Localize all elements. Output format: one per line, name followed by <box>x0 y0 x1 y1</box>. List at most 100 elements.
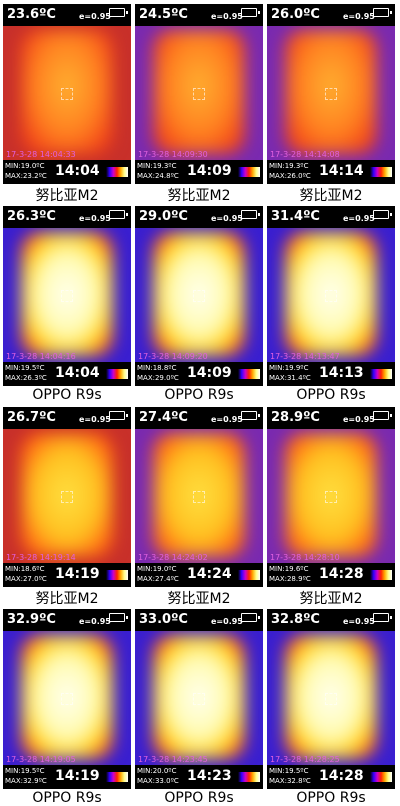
min-temperature: MIN:19.5ºC <box>269 766 309 775</box>
header-bar: 31.4ºC e=0.95 <box>267 205 395 228</box>
battery-icon <box>373 411 392 420</box>
clock-time: 14:28 <box>319 767 364 784</box>
max-temperature: MAX:23.2ºC <box>5 172 47 180</box>
battery-icon <box>241 411 260 420</box>
footer-bar: MIN:18.6ºC MAX:27.0ºC 14:19 <box>3 563 131 587</box>
header-bar: 23.6ºC e=0.95 <box>3 4 131 26</box>
emissivity: e=0.95 <box>343 616 375 626</box>
clock-time: 14:19 <box>55 566 100 582</box>
battery-icon <box>241 612 260 622</box>
thermal-panel: 23.6ºC e=0.95 17-3-28 14:04:33 MIN:19.0ºC MA… <box>3 4 131 184</box>
caption: OPPO R9s <box>32 789 102 806</box>
crosshair <box>61 491 73 503</box>
caption: OPPO R9s <box>164 789 234 806</box>
thermal-panel: 33.0ºC e=0.95 17-3-28 14:23:45 MIN:20.0ºC MA… <box>135 608 263 789</box>
timestamp: 17-3-28 14:19:14 <box>6 553 76 562</box>
color-scale <box>106 167 128 177</box>
emissivity: e=0.95 <box>211 415 243 424</box>
min-temperature: MIN:19.3ºC <box>137 162 177 170</box>
center-temperature: 33.0ºC <box>139 611 188 627</box>
min-temperature: MIN:20.0ºC <box>137 766 177 775</box>
footer-bar: MIN:19.3ºC MAX:24.8ºC 14:09 <box>135 160 263 184</box>
header-bar: 24.5ºC e=0.95 <box>135 4 263 26</box>
thermal-image: 17-3-28 14:19:14 <box>3 429 131 563</box>
emissivity: e=0.95 <box>211 12 243 21</box>
thermal-panel: 29.0ºC e=0.95 17-3-28 14:09:20 MIN:18.8ºC MA… <box>135 205 263 386</box>
header-bar: 29.0ºC e=0.95 <box>135 205 263 228</box>
center-temperature: 31.4ºC <box>271 208 320 224</box>
thermal-image: 17-3-28 14:09:20 <box>135 227 263 362</box>
footer-bar: MIN:19.0ºC MAX:23.2ºC 14:04 <box>3 160 131 184</box>
min-temperature: MIN:19.5ºC <box>5 766 45 775</box>
footer-bar: MIN:19.5ºC MAX:26.3ºC 14:04 <box>3 361 131 386</box>
timestamp: 17-3-28 14:09:30 <box>138 150 208 159</box>
heat-blob <box>153 433 245 557</box>
battery-icon <box>109 209 128 219</box>
footer-bar: MIN:19.0ºC MAX:27.4ºC 14:24 <box>135 563 263 587</box>
header-bar: 27.4ºC e=0.95 <box>135 407 263 429</box>
caption: OPPO R9s <box>296 386 366 403</box>
timestamp: 17-3-28 14:04:33 <box>6 150 76 159</box>
color-scale <box>238 368 260 379</box>
thermal-panel: 26.3ºC e=0.95 17-3-28 14:04:16 MIN:19.5ºC MA… <box>3 205 131 386</box>
min-temperature: MIN:19.3ºC <box>269 162 309 170</box>
center-temperature: 26.3ºC <box>7 208 56 224</box>
min-temperature: MIN:19.9ºC <box>269 363 309 372</box>
crosshair <box>325 289 337 302</box>
thermal-image: 17-3-28 14:14:08 <box>267 26 395 160</box>
battery-icon <box>373 209 392 219</box>
heat-blob <box>153 634 245 759</box>
thermal-image: 17-3-28 14:28:25 <box>267 630 395 765</box>
timestamp: 17-3-28 14:13:47 <box>270 351 340 361</box>
emissivity: e=0.95 <box>79 616 111 626</box>
color-scale <box>370 771 392 782</box>
footer-bar: MIN:19.3ºC MAX:26.0ºC 14:14 <box>267 160 395 184</box>
center-temperature: 32.8ºC <box>271 611 320 627</box>
center-temperature: 24.5ºC <box>139 7 188 22</box>
crosshair <box>325 692 337 705</box>
min-temperature: MIN:19.5ºC <box>5 363 45 372</box>
color-scale <box>106 570 128 580</box>
heat-blob <box>21 634 113 759</box>
max-temperature: MAX:28.9ºC <box>269 575 311 583</box>
heat-blob <box>21 433 113 557</box>
caption: 努比亚M2 <box>299 591 363 607</box>
max-temperature: MAX:31.4ºC <box>269 373 311 382</box>
footer-bar: MIN:19.6ºC MAX:28.9ºC 14:28 <box>267 563 395 587</box>
header-bar: 28.9ºC e=0.95 <box>267 407 395 429</box>
crosshair <box>61 692 73 705</box>
center-temperature: 26.7ºC <box>7 410 56 425</box>
min-temperature: MIN:19.0ºC <box>137 565 177 573</box>
crosshair <box>325 491 337 503</box>
heat-blob <box>21 231 113 356</box>
thermal-panel: 24.5ºC e=0.95 17-3-28 14:09:30 MIN:19.3ºC MA… <box>135 4 263 184</box>
crosshair <box>61 289 73 302</box>
thermal-panel: 32.9ºC e=0.95 17-3-28 14:19:05 MIN:19.5ºC MA… <box>3 608 131 789</box>
emissivity: e=0.95 <box>211 213 243 223</box>
max-temperature: MAX:32.8ºC <box>269 776 311 785</box>
timestamp: 17-3-28 14:23:45 <box>138 754 208 764</box>
header-bar: 32.9ºC e=0.95 <box>3 608 131 631</box>
color-scale <box>106 771 128 782</box>
thermal-panel: 28.9ºC e=0.95 17-3-28 14:28:10 MIN:19.6ºC MA… <box>267 407 395 587</box>
clock-time: 14:13 <box>319 364 364 381</box>
thermal-panel: 31.4ºC e=0.95 17-3-28 14:13:47 MIN:19.9ºC MA… <box>267 205 395 386</box>
emissivity: e=0.95 <box>343 213 375 223</box>
emissivity: e=0.95 <box>211 616 243 626</box>
color-scale <box>238 570 260 580</box>
crosshair <box>325 88 337 100</box>
caption: OPPO R9s <box>296 789 366 806</box>
battery-icon <box>373 8 392 17</box>
clock-time: 14:14 <box>319 163 364 179</box>
heat-blob <box>21 30 113 154</box>
color-scale <box>370 368 392 379</box>
timestamp: 17-3-28 14:04:16 <box>6 351 76 361</box>
max-temperature: MAX:29.0ºC <box>137 373 179 382</box>
max-temperature: MAX:27.0ºC <box>5 575 47 583</box>
timestamp: 17-3-28 14:14:08 <box>270 150 340 159</box>
timestamp: 17-3-28 14:19:05 <box>6 754 76 764</box>
thermal-image: 17-3-28 14:09:30 <box>135 26 263 160</box>
thermal-image: 17-3-28 14:23:45 <box>135 630 263 765</box>
timestamp: 17-3-28 14:09:20 <box>138 351 208 361</box>
max-temperature: MAX:33.0ºC <box>137 776 179 785</box>
